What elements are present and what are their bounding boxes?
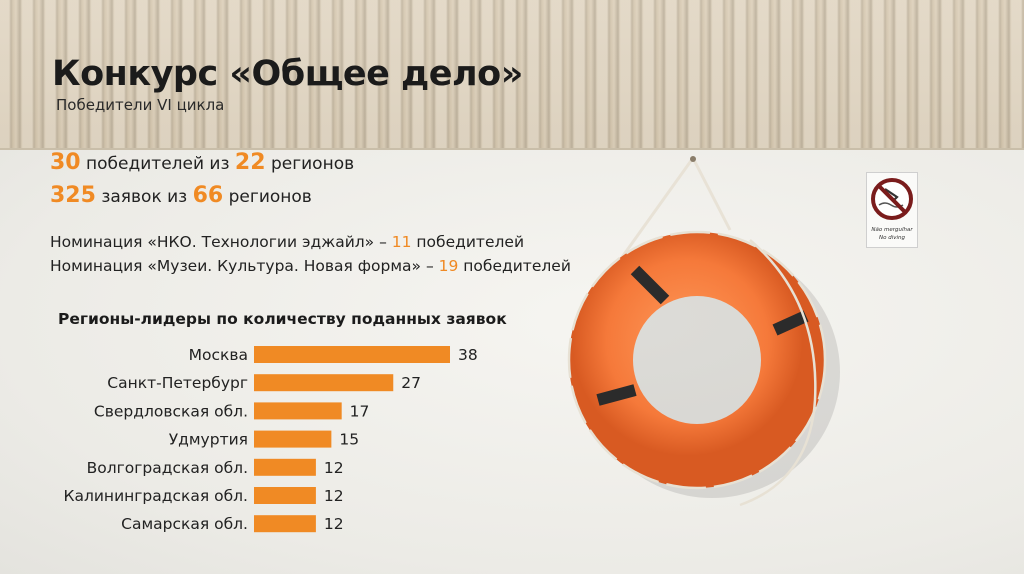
bar-2 <box>254 402 342 420</box>
category-label-3: Удмуртия <box>169 431 248 449</box>
category-label-5: Калининградская обл. <box>63 487 248 505</box>
nomination-nko-suffix: победителей <box>411 233 525 251</box>
nomination-museums-text: Номинация «Музеи. Культура. Новая форма»… <box>50 257 439 275</box>
stat-winners: 30 победителей из 22 регионов <box>50 150 354 175</box>
regions-bar-chart: Москва 38 Санкт-Петербург 27 Свердловская об… <box>63 346 478 533</box>
wall-background <box>0 150 1024 574</box>
page-title: Конкурс «Общее дело» <box>52 54 523 94</box>
category-label-0: Москва <box>189 346 248 364</box>
value-label-3: 15 <box>339 431 359 449</box>
bar-1 <box>254 374 394 392</box>
value-label-4: 12 <box>324 459 344 477</box>
stat-winners-regions-value: 22 <box>234 150 266 175</box>
no-diving-sign: Não mergulhar No diving <box>866 172 918 248</box>
stat-applications-value: 325 <box>50 183 96 208</box>
nomination-nko-text: Номинация «НКО. Технологии эджайл» – <box>50 233 392 251</box>
value-label-5: 12 <box>324 487 344 505</box>
sign-text-en: No diving <box>878 235 905 241</box>
value-label-1: 27 <box>401 374 421 392</box>
bar-5 <box>254 487 316 504</box>
page-subtitle: Победители VI цикла <box>56 96 225 114</box>
stat-winners-value: 30 <box>50 150 81 175</box>
fence-background <box>0 0 1024 150</box>
value-label-6: 12 <box>324 515 344 533</box>
bar-6 <box>254 515 316 533</box>
category-label-4: Волгоградская обл. <box>87 459 248 477</box>
nomination-museums: Номинация «Музеи. Культура. Новая форма»… <box>50 257 571 275</box>
category-label-1: Санкт-Петербург <box>107 374 248 392</box>
chart-title: Регионы-лидеры по количеству поданных за… <box>58 310 507 328</box>
sign-text-pt: Não mergulhar <box>871 227 913 233</box>
category-label-6: Самарская обл. <box>121 515 248 533</box>
value-label-0: 38 <box>458 346 478 364</box>
stat-applications-regions-value: 66 <box>192 183 224 208</box>
category-label-2: Свердловская обл. <box>94 402 248 420</box>
bar-3 <box>254 430 332 448</box>
stat-winners-regions-text: регионов <box>265 154 355 174</box>
bar-4 <box>254 458 316 476</box>
nomination-nko-count: 11 <box>391 233 412 251</box>
no-diving-icon <box>871 178 913 220</box>
bar-0 <box>254 346 450 363</box>
lifebuoy-image <box>567 156 840 507</box>
stat-applications-regions-text: регионов <box>223 187 312 207</box>
stat-applications-text: заявок из <box>95 187 193 207</box>
value-label-2: 17 <box>350 402 370 420</box>
nomination-nko: Номинация «НКО. Технологии эджайл» – 11 … <box>50 233 524 251</box>
stat-applications: 325 заявок из 66 регионов <box>50 183 312 208</box>
nomination-museums-count: 19 <box>438 257 459 275</box>
stat-winners-text: победителей из <box>80 154 235 174</box>
nomination-museums-suffix: победителей <box>458 257 571 275</box>
